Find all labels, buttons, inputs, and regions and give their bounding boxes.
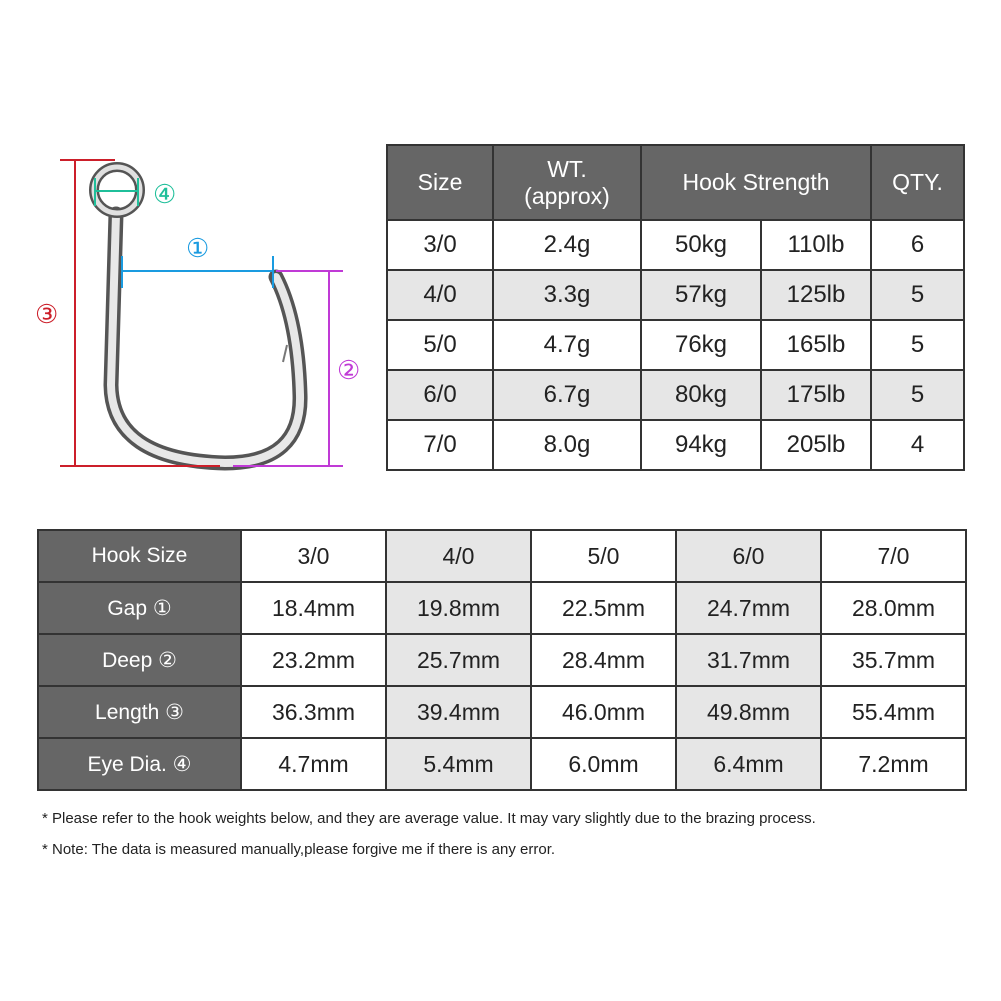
table-row: 4/0 3.3g 57kg 125lb 5 <box>386 269 965 321</box>
header-strength: Hook Strength <box>640 144 872 221</box>
cell-kg: 80kg <box>640 369 762 421</box>
cell-value: 23.2mm <box>240 633 387 687</box>
deep-dimension <box>233 270 343 467</box>
header-weight-line2: (approx) <box>524 182 610 209</box>
cell-value: 28.4mm <box>530 633 677 687</box>
row-label: Length ③ <box>37 685 242 739</box>
cell-value: 25.7mm <box>385 633 532 687</box>
cell-lb: 125lb <box>760 269 872 321</box>
header-hook-size: Hook Size <box>37 529 242 583</box>
header-qty: QTY. <box>870 144 965 221</box>
measurement-note: * Note: The data is measured manually,pl… <box>42 841 556 858</box>
cell-kg: 50kg <box>640 219 762 271</box>
cell-qty: 5 <box>870 269 965 321</box>
hook-image <box>89 162 308 471</box>
cell-weight: 8.0g <box>492 419 642 471</box>
cell-qty: 6 <box>870 219 965 271</box>
row-label: Gap ① <box>37 581 242 635</box>
cell-size: 3/0 <box>386 219 494 271</box>
table-row: 3/0 2.4g 50kg 110lb 6 <box>386 219 965 271</box>
cell-kg: 94kg <box>640 419 762 471</box>
dimension-table: Hook Size 3/0 4/0 5/0 6/0 7/0 Gap ① 18.4… <box>37 529 967 791</box>
cell-size: 4/0 <box>386 269 494 321</box>
length-dimension <box>60 159 220 467</box>
size-header: 6/0 <box>675 529 822 583</box>
gap-marker: ① <box>186 233 210 263</box>
row-label: Deep ② <box>37 633 242 687</box>
cell-value: 19.8mm <box>385 581 532 635</box>
cell-value: 7.2mm <box>820 737 967 791</box>
cell-value: 28.0mm <box>820 581 967 635</box>
cell-qty: 5 <box>870 319 965 371</box>
size-header: 7/0 <box>820 529 967 583</box>
length-marker: ③ <box>35 299 59 329</box>
table-row: 7/0 8.0g 94kg 205lb 4 <box>386 419 965 471</box>
table-row: 6/0 6.7g 80kg 175lb 5 <box>386 369 965 421</box>
table-header-row: Size WT. (approx) Hook Strength QTY. <box>386 144 965 221</box>
cell-weight: 6.7g <box>492 369 642 421</box>
table-row: 5/0 4.7g 76kg 165lb 5 <box>386 319 965 371</box>
eye-marker: ④ <box>153 179 177 209</box>
cell-lb: 110lb <box>760 219 872 271</box>
cell-lb: 205lb <box>760 419 872 471</box>
row-label: Eye Dia. ④ <box>37 737 242 791</box>
table-header-row: Hook Size 3/0 4/0 5/0 6/0 7/0 <box>37 529 967 583</box>
cell-value: 49.8mm <box>675 685 822 739</box>
cell-qty: 4 <box>870 419 965 471</box>
cell-value: 55.4mm <box>820 685 967 739</box>
cell-value: 4.7mm <box>240 737 387 791</box>
cell-kg: 76kg <box>640 319 762 371</box>
cell-value: 6.0mm <box>530 737 677 791</box>
cell-value: 6.4mm <box>675 737 822 791</box>
cell-value: 35.7mm <box>820 633 967 687</box>
cell-size: 5/0 <box>386 319 494 371</box>
cell-qty: 5 <box>870 369 965 421</box>
eye-dimension <box>94 178 139 206</box>
cell-kg: 57kg <box>640 269 762 321</box>
weight-strength-table: Size WT. (approx) Hook Strength QTY. 3/0 2… <box>386 144 965 471</box>
cell-value: 5.4mm <box>385 737 532 791</box>
cell-value: 31.7mm <box>675 633 822 687</box>
table-row: Length ③ 36.3mm 39.4mm 46.0mm 49.8mm 55.… <box>37 685 967 739</box>
table-row: Deep ② 23.2mm 25.7mm 28.4mm 31.7mm 35.7m… <box>37 633 967 687</box>
header-weight: WT. (approx) <box>492 144 642 221</box>
header-size: Size <box>386 144 494 221</box>
cell-lb: 165lb <box>760 319 872 371</box>
size-header: 5/0 <box>530 529 677 583</box>
size-header: 4/0 <box>385 529 532 583</box>
cell-weight: 2.4g <box>492 219 642 271</box>
cell-value: 24.7mm <box>675 581 822 635</box>
table-row: Gap ① 18.4mm 19.8mm 22.5mm 24.7mm 28.0mm <box>37 581 967 635</box>
cell-value: 39.4mm <box>385 685 532 739</box>
weight-note: * Please refer to the hook weights below… <box>42 810 816 827</box>
cell-value: 18.4mm <box>240 581 387 635</box>
cell-value: 22.5mm <box>530 581 677 635</box>
header-weight-line1: WT. <box>547 155 587 182</box>
gap-dimension <box>121 256 274 288</box>
cell-size: 6/0 <box>386 369 494 421</box>
cell-size: 7/0 <box>386 419 494 471</box>
size-header: 3/0 <box>240 529 387 583</box>
hook-diagram <box>60 159 343 471</box>
cell-value: 36.3mm <box>240 685 387 739</box>
cell-value: 46.0mm <box>530 685 677 739</box>
table-row: Eye Dia. ④ 4.7mm 5.4mm 6.0mm 6.4mm 7.2mm <box>37 737 967 791</box>
deep-marker: ② <box>337 355 361 385</box>
cell-weight: 4.7g <box>492 319 642 371</box>
cell-weight: 3.3g <box>492 269 642 321</box>
cell-lb: 175lb <box>760 369 872 421</box>
